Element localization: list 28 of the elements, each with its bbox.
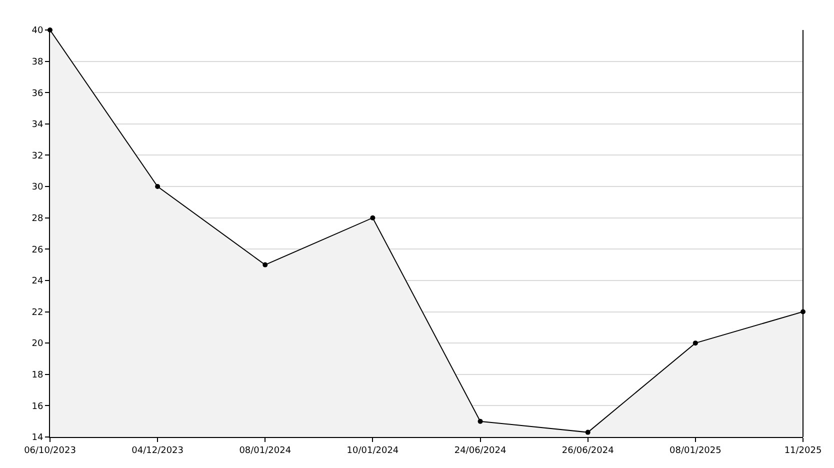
x-tick-label: 08/01/2024 [239, 446, 292, 456]
point [370, 215, 376, 220]
x-tick-label: 11/2025 [784, 446, 822, 456]
y-tick-label: 28 [32, 214, 44, 224]
y-tick-label: 20 [32, 339, 44, 350]
y-tick-label: 30 [32, 182, 44, 193]
point [262, 262, 268, 268]
y-tick-label: 40 [32, 26, 44, 36]
y-tick-label: 18 [32, 370, 44, 381]
y-tick-label: 16 [32, 402, 44, 412]
x-tick-label: 04/12/2023 [132, 446, 184, 456]
y-tick-label: 36 [32, 88, 44, 99]
point [155, 184, 160, 190]
y-tick-label: 38 [32, 57, 44, 68]
y-tick-label: 26 [32, 245, 44, 256]
x-tick-label: 06/10/2023 [24, 446, 76, 456]
y-tick-label: 34 [32, 120, 44, 130]
y-tick-label: 24 [32, 276, 44, 287]
y-tick-label: 22 [32, 308, 44, 318]
x-tick-label: 08/01/2025 [669, 446, 722, 456]
x-tick-label: 26/06/2024 [562, 446, 614, 456]
point [692, 340, 698, 346]
x-tick-label: 24/06/2024 [454, 446, 506, 456]
point [478, 418, 483, 424]
y-tick-label: 32 [32, 151, 44, 162]
point [585, 430, 590, 435]
y-tick-label: 14 [32, 433, 44, 444]
x-tick-label: 10/01/2024 [346, 446, 399, 456]
